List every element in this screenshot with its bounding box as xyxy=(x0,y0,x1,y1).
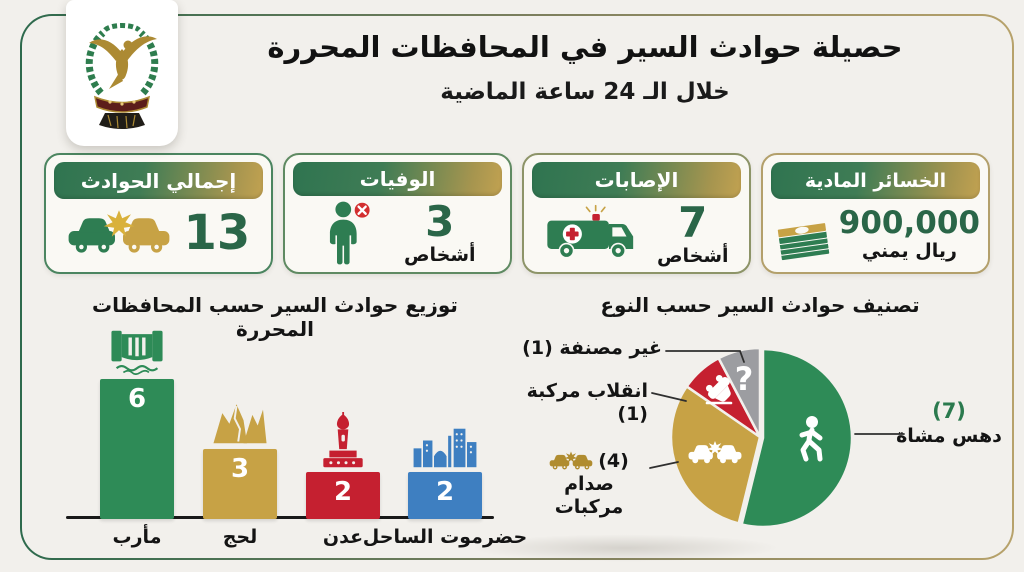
bar-label-hadhramaut: حضرموت الساحل xyxy=(362,526,528,548)
stat-value: 7 xyxy=(678,198,708,247)
bar-value: 2 xyxy=(333,477,353,507)
logo-tab xyxy=(66,0,178,146)
pie-chart: ? xyxy=(669,346,854,529)
stat-card-header: الخسائر المادية xyxy=(771,162,980,199)
question-mark-icon: ? xyxy=(735,360,754,398)
stats-row: إجمالي الحوادث 13 xyxy=(44,153,990,274)
pie-label-collision: (4) صدام مركبات xyxy=(528,450,650,520)
stat-card-injuries: الإصابات 7 أشخاص xyxy=(522,153,751,274)
bar-aden: 2 xyxy=(306,472,380,519)
stat-card-header: إجمالي الحوادث xyxy=(54,162,263,199)
bar-column-marib: 6 xyxy=(100,329,174,519)
pie-label-unclassified: غير مصنفة (1) xyxy=(522,337,662,359)
stat-unit: ريال يمني xyxy=(861,240,957,262)
deceased-person-icon xyxy=(330,201,372,265)
bar-label-marib: مأرب xyxy=(112,526,162,548)
bar-column-aden: 2 xyxy=(306,412,380,519)
bar-label-lahj: لحج xyxy=(222,526,258,548)
car-collision-icon xyxy=(68,209,170,253)
pie-label-rollover: انقلاب مركبة (1) xyxy=(526,380,648,426)
ambulance-icon xyxy=(547,204,634,259)
mukalla-skyline-icon xyxy=(413,428,477,468)
stat-card-deaths: الوفيات 3 أشخاص xyxy=(283,153,512,274)
bar-lahj: 3 xyxy=(203,449,277,519)
bar-value: 2 xyxy=(435,477,455,507)
car-collision-icon xyxy=(549,451,593,470)
aden-minaret-icon xyxy=(323,412,363,468)
bar-value: 6 xyxy=(127,384,147,414)
page-title: حصيلة حوادث السير في المحافظات المحررة xyxy=(267,30,903,64)
stat-value: 3 xyxy=(425,197,455,246)
bar-hadhramaut: 2 xyxy=(408,472,482,519)
stat-card-total-accidents: إجمالي الحوادث 13 xyxy=(44,153,273,274)
bar-chart: 6 3 2 xyxy=(60,329,527,565)
bar-value: 3 xyxy=(230,454,250,484)
stat-value: 900,000 xyxy=(838,205,980,241)
stat-unit: أشخاص xyxy=(656,245,729,267)
bar-marib: 6 xyxy=(100,379,174,519)
bar-column-lahj: 3 xyxy=(203,399,277,519)
marib-dam-icon xyxy=(111,330,163,375)
stat-unit: أشخاص xyxy=(403,244,476,266)
stat-card-material-losses: الخسائر المادية 900,000 ريال يمني xyxy=(761,153,990,274)
lahj-rocks-icon xyxy=(213,404,267,444)
pie-chart-title: تصنيف حوادث السير حسب النوع xyxy=(600,293,920,317)
page-subtitle: خلال الـ 24 ساعة الماضية xyxy=(440,79,730,105)
bar-column-hadhramaut: 2 xyxy=(408,424,482,519)
pie-label-pedestrian: (7) دهس مشاة xyxy=(896,399,1002,447)
stat-card-header: الإصابات xyxy=(532,162,741,198)
stat-value: 13 xyxy=(183,205,251,261)
money-stack-icon xyxy=(776,221,831,261)
interior-ministry-eagle-emblem-icon xyxy=(85,23,159,129)
stat-card-header: الوفيات xyxy=(293,162,502,196)
